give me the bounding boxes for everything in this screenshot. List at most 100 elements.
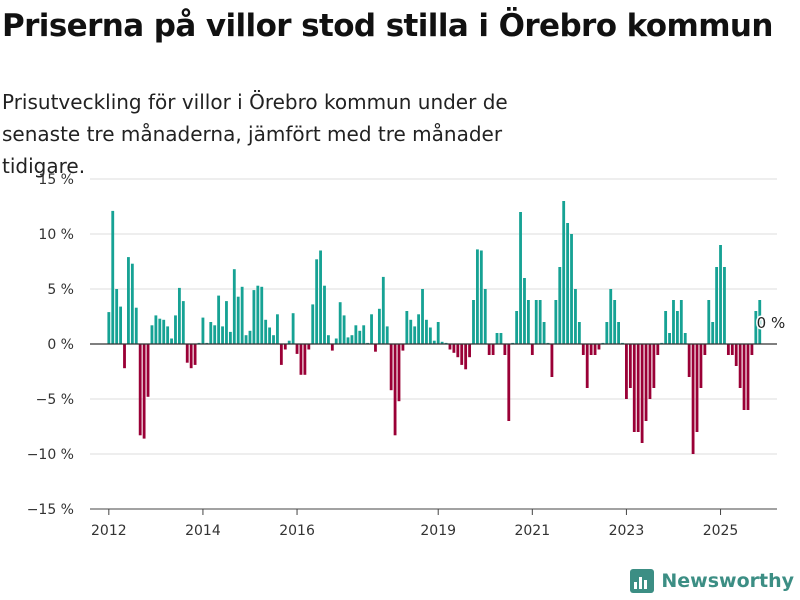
bar (221, 326, 224, 344)
bar (174, 315, 177, 344)
chart-subtitle: Prisutveckling för villor i Örebro kommu… (2, 90, 508, 178)
x-tick-label: 2012 (91, 523, 127, 539)
bar (726, 344, 730, 355)
bar (534, 300, 538, 344)
bar (362, 325, 366, 344)
bar (625, 344, 628, 399)
bar (519, 212, 522, 344)
bars (107, 201, 762, 454)
bar (574, 289, 577, 344)
labels: 15 % 10 % 5 % 0 % −5 % −10 % −15 % 2012 2014 2016… (27, 172, 787, 539)
bar (495, 333, 499, 344)
last-value-label: 0 % (757, 314, 786, 332)
bar (581, 344, 585, 355)
bar (201, 317, 205, 344)
bar (381, 276, 385, 344)
bar (738, 344, 742, 388)
bar (272, 335, 275, 344)
bar (750, 344, 754, 355)
bar (479, 250, 483, 344)
bar (158, 318, 162, 344)
bar (385, 326, 389, 344)
bar (295, 344, 299, 354)
bar (640, 344, 644, 443)
bar (609, 289, 613, 344)
bar (593, 344, 597, 355)
bar (530, 344, 534, 355)
bar (758, 300, 762, 344)
axes (90, 343, 777, 515)
bar (330, 344, 334, 351)
bar (397, 344, 401, 402)
bar (605, 322, 609, 344)
bar (287, 340, 291, 344)
bar (177, 287, 181, 344)
bar (695, 344, 699, 432)
bar (585, 344, 589, 388)
bar (189, 344, 193, 369)
bar (299, 344, 303, 375)
bar (315, 259, 319, 344)
bar (370, 314, 373, 344)
bar (754, 311, 758, 344)
bar (487, 344, 491, 355)
bar (452, 344, 456, 353)
bar (456, 344, 460, 358)
x-tick-label: 2016 (279, 523, 315, 539)
bar (436, 322, 440, 344)
bar (401, 344, 405, 351)
bar (260, 286, 264, 344)
bar (319, 250, 322, 344)
bar (326, 335, 330, 344)
bar (483, 289, 487, 344)
bar (166, 326, 170, 344)
bar (358, 330, 362, 344)
bar (123, 344, 126, 369)
bar (256, 285, 260, 344)
bar (675, 311, 679, 344)
bar (664, 311, 668, 344)
bar (648, 344, 652, 399)
bar (577, 322, 581, 344)
bar (185, 344, 189, 363)
bar (566, 223, 570, 344)
bar (562, 201, 566, 344)
bar (730, 344, 734, 355)
bar (723, 267, 726, 344)
bar (111, 210, 115, 344)
bar (170, 338, 173, 344)
bar (570, 234, 573, 344)
x-tick-label: 2021 (514, 523, 550, 539)
bar (248, 330, 252, 344)
bar (291, 313, 295, 344)
bar (472, 300, 475, 344)
bar (409, 319, 413, 344)
y-tick-label: 5 % (47, 282, 74, 298)
bar (526, 300, 530, 344)
bar (734, 344, 738, 366)
bar (264, 319, 268, 344)
bar (342, 315, 346, 344)
bar (268, 327, 272, 344)
bar (644, 344, 648, 421)
bar (209, 322, 213, 344)
bar (138, 344, 142, 436)
x-tick-label: 2025 (703, 523, 739, 539)
bar (558, 267, 562, 344)
bar (154, 315, 158, 344)
bar (515, 311, 519, 344)
bar (393, 344, 397, 436)
bar (162, 319, 166, 344)
bar (338, 302, 342, 344)
bar (346, 337, 350, 344)
bar (107, 312, 111, 344)
bar (613, 300, 617, 344)
bar (589, 344, 593, 355)
brand-logo: Newsworthy (629, 568, 794, 594)
bar (628, 344, 632, 388)
bar (279, 344, 283, 365)
bar (679, 300, 683, 344)
newsworthy-logo-icon (630, 569, 655, 593)
x-tick-label: 2023 (609, 523, 645, 539)
